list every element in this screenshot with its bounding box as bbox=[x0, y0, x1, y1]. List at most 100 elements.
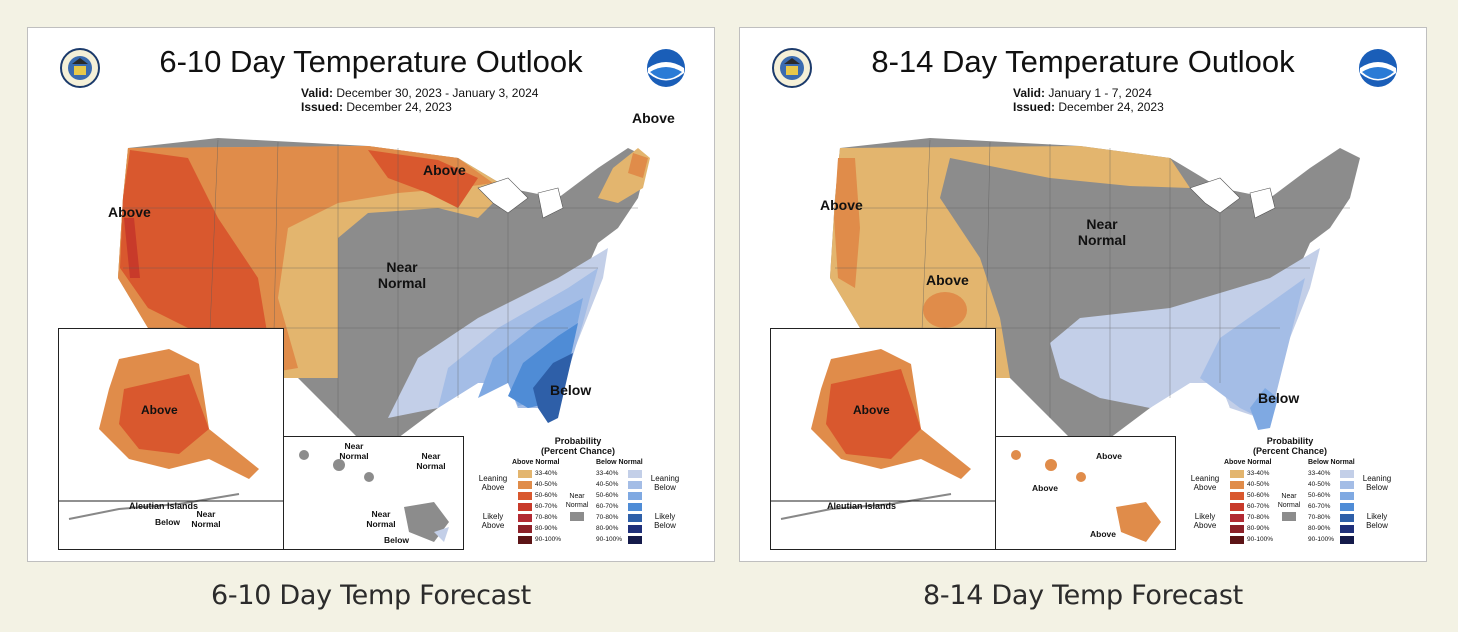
legend-swatch-below-5 bbox=[628, 525, 642, 533]
legend-range-above-0: 33-40% bbox=[1247, 470, 1270, 477]
legend-swatch-below-0 bbox=[1340, 470, 1354, 478]
legend-swatch-below-1 bbox=[1340, 481, 1354, 489]
hawaii-label-3: Near Normal bbox=[366, 509, 396, 529]
legend-title: Probability (Percent Chance) bbox=[478, 436, 678, 456]
issued-value: December 24, 2023 bbox=[346, 100, 452, 114]
probability-legend: Probability (Percent Chance) Above Normal… bbox=[1190, 436, 1416, 550]
legend-range-below-0: 33-40% bbox=[1308, 470, 1331, 477]
region-above-50-60-north bbox=[368, 150, 478, 208]
legend-swatch-below-0 bbox=[628, 470, 642, 478]
legend-range-below-3: 60-70% bbox=[1308, 503, 1331, 510]
outlook-map-8-14[interactable]: 8-14 Day Temperature Outlook Valid: Janu… bbox=[739, 27, 1427, 562]
legend-range-above-6: 90-100% bbox=[535, 536, 562, 543]
hawaii-label-4: Below bbox=[384, 535, 410, 545]
label-northeast: Above bbox=[632, 110, 675, 126]
legend-swatch-above-1 bbox=[1230, 481, 1244, 489]
legend-likely-above: Likely Above bbox=[1193, 512, 1217, 530]
legend-swatch-below-1 bbox=[628, 481, 642, 489]
legend-above-head: Above Normal bbox=[512, 459, 560, 466]
legend-swatch-above-4 bbox=[518, 514, 532, 522]
legend-swatch-above-1 bbox=[518, 481, 532, 489]
hawaii-label-1: Above bbox=[1096, 451, 1122, 461]
label-west: Above bbox=[108, 204, 151, 220]
legend-swatch-near-normal bbox=[570, 512, 584, 521]
region-above-50-60 bbox=[120, 150, 268, 348]
legend-title: Probability (Percent Chance) bbox=[1190, 436, 1390, 456]
issued-value: December 24, 2023 bbox=[1058, 100, 1164, 114]
legend-range-below-4: 70-80% bbox=[1308, 514, 1331, 521]
issued-line: Issued: December 24, 2023 bbox=[301, 100, 452, 114]
legend-range-above-3: 60-70% bbox=[535, 503, 558, 510]
valid-label: Valid: bbox=[301, 86, 334, 100]
label-west: Above bbox=[820, 197, 863, 213]
legend-swatch-near-normal bbox=[1282, 512, 1296, 521]
hawaii-inset: Above Above Above bbox=[995, 436, 1176, 550]
legend-swatch-below-4 bbox=[1340, 514, 1354, 522]
map-title: 6-10 Day Temperature Outlook bbox=[159, 44, 583, 79]
valid-value: January 1 - 7, 2024 bbox=[1048, 86, 1152, 100]
legend-leaning-above: Leaning Above bbox=[1190, 474, 1220, 492]
legend-leaning-above: Leaning Above bbox=[478, 474, 508, 492]
legend-range-below-1: 40-50% bbox=[596, 481, 619, 488]
legend-range-above-5: 80-90% bbox=[1247, 525, 1270, 532]
legend-range-above-5: 80-90% bbox=[535, 525, 558, 532]
alaska-map bbox=[59, 349, 283, 520]
region-below-40-50 bbox=[1200, 278, 1305, 418]
region-below-70-80 bbox=[533, 353, 573, 423]
region-above-40-50-sw bbox=[923, 292, 967, 328]
legend-likely-below: Likely Below bbox=[654, 512, 676, 530]
legend-title-line1: Probability bbox=[554, 436, 602, 446]
legend-leaning-below: Leaning Below bbox=[650, 474, 680, 492]
legend-range-above-0: 33-40% bbox=[535, 470, 558, 477]
probability-legend: Probability (Percent Chance) Above Normal… bbox=[478, 436, 704, 550]
outlook-map-6-10[interactable]: 6-10 Day Temperature Outlook Valid: Dece… bbox=[27, 27, 715, 562]
legend-swatch-above-3 bbox=[1230, 503, 1244, 511]
legend-swatch-above-2 bbox=[1230, 492, 1244, 500]
region-above-33-40 bbox=[830, 146, 1190, 378]
region-below-50-60 bbox=[1250, 388, 1278, 430]
aleutian-title: Aleutian Islands bbox=[827, 501, 897, 511]
legend-below-head: Below Normal bbox=[596, 459, 643, 466]
legend-swatch-below-6 bbox=[628, 536, 642, 544]
hawaii-inset: Near Normal Near Normal Near Normal Belo… bbox=[283, 436, 464, 550]
legend-range-below-2: 50-60% bbox=[596, 492, 619, 499]
legend-swatch-below-3 bbox=[1340, 503, 1354, 511]
legend-swatch-above-4 bbox=[1230, 514, 1244, 522]
label-southeast: Below bbox=[1258, 390, 1300, 406]
legend-range-above-4: 70-80% bbox=[1247, 514, 1270, 521]
legend-range-below-6: 90-100% bbox=[596, 536, 623, 543]
legend-range-above-1: 40-50% bbox=[1247, 481, 1270, 488]
legend-range-above-2: 50-60% bbox=[1247, 492, 1270, 499]
valid-line: Valid: December 30, 2023 - January 3, 20… bbox=[301, 86, 538, 100]
legend-range-below-2: 50-60% bbox=[1308, 492, 1331, 499]
commerce-seal-icon bbox=[772, 48, 812, 88]
label-center: Near Normal bbox=[377, 259, 427, 291]
legend-swatch-below-2 bbox=[628, 492, 642, 500]
aleutian-title: Aleutian Islands bbox=[129, 501, 199, 511]
legend-range-below-3: 60-70% bbox=[596, 503, 619, 510]
region-above-40-50 bbox=[834, 158, 860, 288]
great-lakes bbox=[1189, 177, 1276, 219]
hawaii-label-2: Near Normal bbox=[416, 451, 446, 471]
legend-swatch-below-6 bbox=[1340, 536, 1354, 544]
valid-label: Valid: bbox=[1013, 86, 1046, 100]
alaska-inset: Above Aleutian Islands bbox=[770, 328, 996, 550]
caption-6-10[interactable]: 6-10 Day Temp Forecast bbox=[211, 580, 531, 611]
legend-title-line1: Probability bbox=[1266, 436, 1314, 446]
legend-swatch-below-3 bbox=[628, 503, 642, 511]
hawaii-map bbox=[299, 450, 449, 542]
legend-near-normal: Near Normal bbox=[1277, 493, 1301, 509]
caption-8-14[interactable]: 8-14 Day Temp Forecast bbox=[923, 580, 1243, 611]
legend-swatch-above-2 bbox=[518, 492, 532, 500]
legend-swatch-above-3 bbox=[518, 503, 532, 511]
legend-range-below-5: 80-90% bbox=[596, 525, 619, 532]
legend-swatch-above-0 bbox=[1230, 470, 1244, 478]
legend-range-below-6: 90-100% bbox=[1308, 536, 1335, 543]
map-area: 8-14 Day Temperature Outlook Valid: Janu… bbox=[750, 38, 1416, 550]
legend-range-above-1: 40-50% bbox=[535, 481, 558, 488]
legend-swatch-above-0 bbox=[518, 470, 532, 478]
map-title: 8-14 Day Temperature Outlook bbox=[871, 44, 1295, 79]
legend-title-line2: (Percent Chance) bbox=[1252, 446, 1328, 456]
legend-range-above-2: 50-60% bbox=[535, 492, 558, 499]
legend-range-above-3: 60-70% bbox=[1247, 503, 1270, 510]
